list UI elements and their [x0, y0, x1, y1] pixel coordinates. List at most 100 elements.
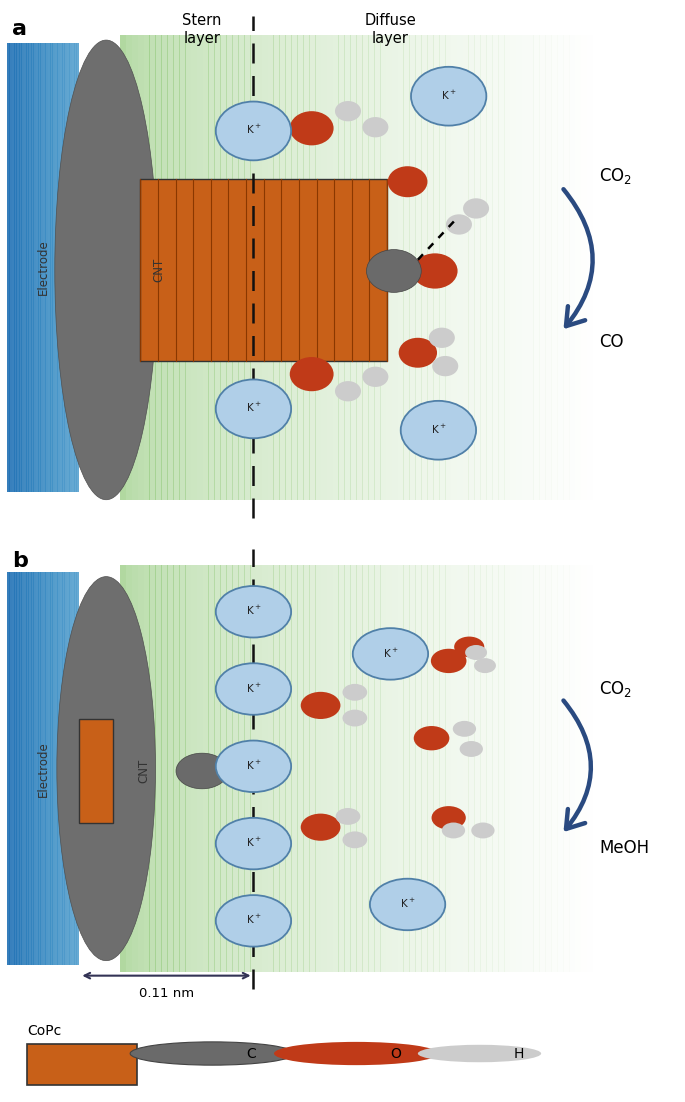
Bar — [238, 35, 245, 499]
Bar — [72, 43, 75, 491]
Bar — [534, 565, 540, 972]
Text: K$^+$: K$^+$ — [246, 401, 261, 414]
Text: C: C — [247, 1047, 256, 1060]
Circle shape — [366, 249, 421, 292]
Bar — [386, 35, 393, 499]
Bar — [55, 43, 58, 491]
Bar — [67, 43, 70, 491]
Bar — [185, 35, 191, 499]
Circle shape — [301, 813, 340, 841]
Circle shape — [274, 1041, 438, 1066]
Bar — [581, 565, 587, 972]
Circle shape — [460, 741, 483, 757]
Bar — [126, 565, 132, 972]
FancyArrowPatch shape — [564, 190, 593, 326]
Bar — [155, 35, 162, 499]
Bar — [480, 565, 487, 972]
Circle shape — [431, 649, 466, 673]
Circle shape — [446, 214, 472, 235]
Bar — [179, 35, 186, 499]
Bar — [386, 565, 393, 972]
Circle shape — [411, 67, 486, 126]
Bar — [27, 1044, 137, 1084]
Bar — [268, 35, 274, 499]
Bar — [197, 565, 203, 972]
Bar — [256, 35, 262, 499]
Bar — [72, 572, 75, 965]
Bar — [403, 565, 410, 972]
Circle shape — [290, 111, 334, 145]
Bar — [33, 572, 36, 965]
Circle shape — [290, 357, 334, 391]
Bar — [40, 43, 44, 491]
Bar — [47, 43, 51, 491]
Bar — [60, 572, 63, 965]
Bar — [279, 565, 286, 972]
Bar — [321, 35, 327, 499]
Bar — [173, 565, 179, 972]
Bar — [362, 565, 369, 972]
Bar — [143, 35, 150, 499]
Circle shape — [130, 1041, 295, 1066]
Bar — [138, 565, 144, 972]
Circle shape — [471, 822, 495, 839]
Bar — [203, 565, 209, 972]
Bar — [167, 35, 174, 499]
Bar — [333, 565, 339, 972]
Bar — [185, 565, 191, 972]
Bar — [427, 35, 434, 499]
Bar — [120, 35, 127, 499]
Bar — [539, 35, 546, 499]
Bar — [226, 565, 233, 972]
Text: Stern
layer: Stern layer — [182, 13, 222, 46]
Bar — [29, 572, 32, 965]
Bar — [410, 35, 416, 499]
Bar — [457, 35, 463, 499]
Bar — [563, 565, 569, 972]
Text: K$^+$: K$^+$ — [441, 88, 456, 101]
Bar — [64, 43, 67, 491]
Bar — [285, 35, 292, 499]
Bar — [303, 35, 310, 499]
Circle shape — [342, 710, 367, 726]
Bar — [262, 35, 269, 499]
Bar — [350, 565, 357, 972]
Bar — [50, 43, 53, 491]
Bar — [368, 565, 375, 972]
Bar — [338, 35, 345, 499]
Circle shape — [216, 663, 291, 715]
Text: b: b — [12, 551, 28, 571]
Bar — [539, 565, 546, 972]
Text: CNT: CNT — [137, 759, 150, 784]
Bar — [55, 572, 58, 965]
Bar — [74, 572, 77, 965]
Circle shape — [432, 807, 466, 830]
Bar — [179, 565, 186, 972]
Bar — [16, 572, 19, 965]
Bar — [374, 35, 380, 499]
Bar — [521, 35, 528, 499]
Bar — [457, 565, 463, 972]
Ellipse shape — [55, 40, 158, 499]
Bar — [397, 35, 404, 499]
Bar — [415, 565, 422, 972]
Bar — [415, 35, 422, 499]
Bar — [149, 35, 156, 499]
Text: CO$_2$: CO$_2$ — [599, 166, 632, 186]
Bar — [57, 43, 60, 491]
Bar — [445, 565, 451, 972]
Bar — [315, 35, 321, 499]
Bar — [534, 35, 540, 499]
Bar — [545, 35, 552, 499]
Text: K$^+$: K$^+$ — [246, 914, 261, 927]
Bar — [486, 35, 493, 499]
Circle shape — [176, 753, 228, 789]
Bar — [569, 565, 575, 972]
Bar — [161, 35, 168, 499]
Bar — [21, 572, 25, 965]
Bar — [52, 572, 55, 965]
Bar — [327, 35, 333, 499]
Bar — [368, 35, 375, 499]
Bar — [445, 35, 451, 499]
Bar — [474, 35, 481, 499]
